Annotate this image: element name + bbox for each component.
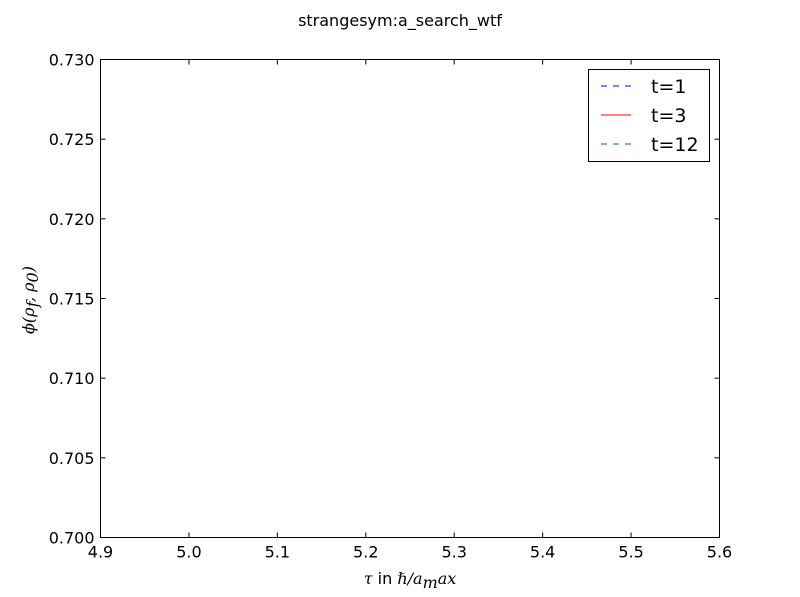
legend-label: t=3 (651, 105, 686, 127)
x-axis-label: τ in ℏ/amax (364, 569, 457, 592)
x-tick-label: 4.9 (88, 543, 113, 562)
y-tick-label: 0.725 (49, 130, 95, 149)
x-tick-label: 5.4 (530, 543, 555, 562)
chart-title: strangesym:a_search_wtf (298, 11, 502, 31)
x-tick-label: 5.0 (176, 543, 201, 562)
y-tick-label: 0.720 (49, 210, 95, 229)
legend-label: t=1 (651, 76, 686, 98)
y-axis: 0.700 0.705 0.710 0.715 0.720 0.725 0.730 (49, 51, 720, 548)
y-tick-label: 0.705 (49, 449, 95, 468)
y-axis-label: ϕ(ρf, ρ0) (19, 266, 42, 334)
x-tick-label: 5.1 (265, 543, 290, 562)
y-tick-label: 0.710 (49, 369, 95, 388)
y-tick-label: 0.730 (49, 51, 95, 70)
x-axis: 4.9 5.0 5.1 5.2 5.3 5.4 5.5 5.6 (88, 59, 732, 562)
y-tick-label: 0.715 (49, 290, 95, 309)
y-tick-label: 0.700 (49, 529, 95, 548)
legend: t=1 t=3 t=12 (588, 69, 710, 162)
legend-label: t=12 (651, 134, 699, 156)
x-tick-label: 5.6 (707, 543, 732, 562)
x-tick-label: 5.2 (353, 543, 378, 562)
x-tick-label: 5.5 (618, 543, 643, 562)
x-tick-label: 5.3 (441, 543, 466, 562)
